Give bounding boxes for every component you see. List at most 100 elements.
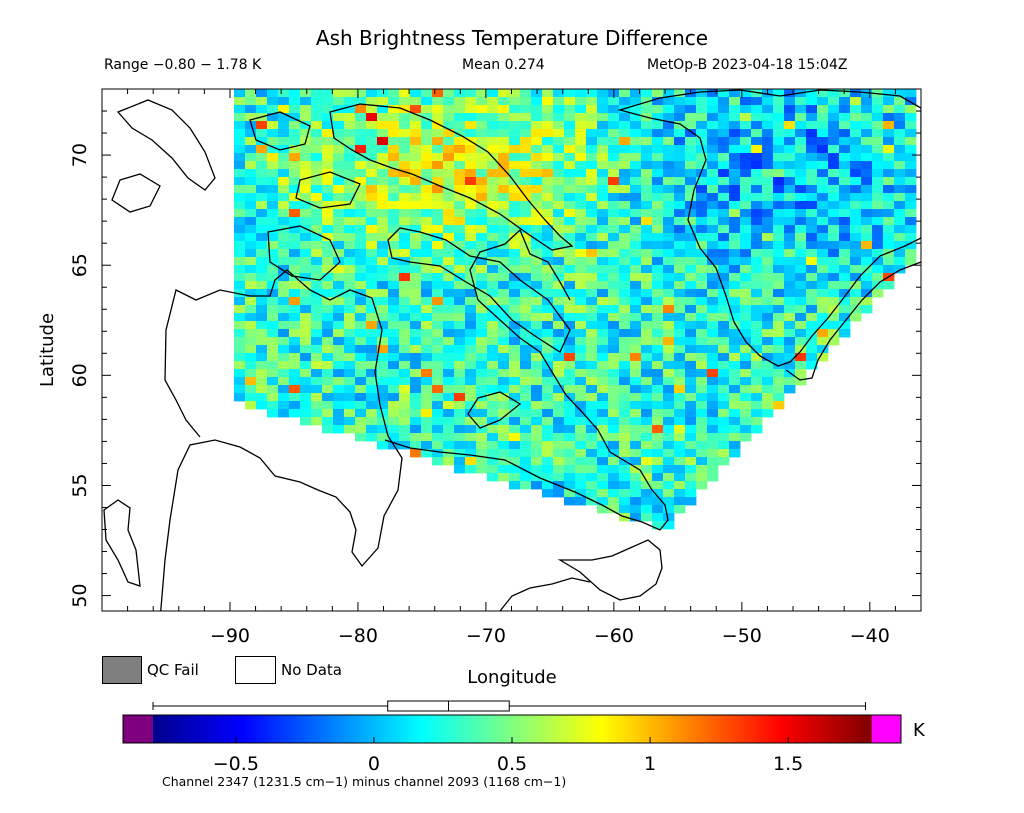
swath-cell [476,265,488,274]
swath-cell [718,361,730,370]
swath-cell [663,281,675,290]
swath-cell [861,153,873,162]
swath-cell [696,177,708,186]
swath-cell [608,337,620,346]
colorbar-segment [432,715,437,743]
swath-cell [806,241,818,250]
swath-cell [432,321,444,330]
swath-cell [333,89,345,98]
swath-cell [883,257,895,266]
swath-cell [828,153,840,162]
swath-cell [377,289,389,298]
swath-cell [795,121,807,130]
swath-cell [729,361,741,370]
swath-cell [443,345,455,354]
swath-cell [300,321,312,330]
swath-cell [696,321,708,330]
swath-cell [718,353,730,362]
swath-cell [685,449,697,458]
swath-cell [531,433,543,442]
swath-cell [542,249,554,258]
swath-cell [806,97,818,106]
swath-cell [619,345,631,354]
swath-cell [289,281,301,290]
swath-cell [410,321,422,330]
swath-cell [707,313,719,322]
swath-cell [586,425,598,434]
swath-cell [531,457,543,466]
swath-cell [850,233,862,242]
swath-cell [740,425,752,434]
swath-cell [883,145,895,154]
swath-cell [795,209,807,218]
swath-cell [784,321,796,330]
swath-cell [674,505,686,514]
swath-cell [762,257,774,266]
swath-cell [586,97,598,106]
swath-cell [729,313,741,322]
swath-cell [432,329,444,338]
swath-cell [388,153,400,162]
swath-cell [289,225,301,234]
swath-cell [421,361,433,370]
swath-cell [520,257,532,266]
swath-cell [663,249,675,258]
colorbar-tick-label: −0.5 [213,753,259,775]
swath-cell [707,297,719,306]
swath-cell [608,257,620,266]
swath-cell [454,337,466,346]
swath-cell [619,281,631,290]
swath-cell [388,353,400,362]
swath-cell [740,377,752,386]
swath-cell [476,209,488,218]
swath-cell [498,337,510,346]
swath-cell [278,409,290,418]
swath-cell [773,345,785,354]
swath-cell [487,473,499,482]
swath-cell [509,201,521,210]
swath-cell [729,417,741,426]
swath-cell [674,113,686,122]
swath-cell [839,113,851,122]
swath-cell [586,233,598,242]
swath-cell [388,121,400,130]
swath-cell [245,89,257,98]
colorbar-segment [675,715,681,743]
swath-cell [245,361,257,370]
swath-cell [850,129,862,138]
swath-cell [531,337,543,346]
swath-cell [641,89,653,98]
colorbar-segment [751,715,756,743]
swath-cell [487,113,499,122]
swath-cell [542,273,554,282]
colorbar-segment [244,715,250,743]
swath-cell [267,329,279,338]
swath-cell [608,441,620,450]
swath-cell [740,345,752,354]
swath-cell [245,209,257,218]
swath-cell [839,249,851,258]
swath-cell [597,233,609,242]
swath-cell [465,241,477,250]
swath-cell [311,297,323,306]
swath-cell [630,305,642,314]
swath-cell [366,161,378,170]
swath-cell [553,233,565,242]
swath-cell [685,409,697,418]
swath-cell [399,185,411,194]
swath-cell [245,377,257,386]
swath-cell [564,289,576,298]
swath-cell [465,409,477,418]
swath-cell [795,185,807,194]
swath-cell [410,289,422,298]
swath-cell [465,113,477,122]
colorbar-segment [476,715,481,743]
swath-cell [289,369,301,378]
swath-cell [267,225,279,234]
swath-cell [454,297,466,306]
swath-cell [839,241,851,250]
swath-cell [344,345,356,354]
swath-cell [608,481,620,490]
swath-cell [564,233,576,242]
swath-cell [575,97,587,106]
